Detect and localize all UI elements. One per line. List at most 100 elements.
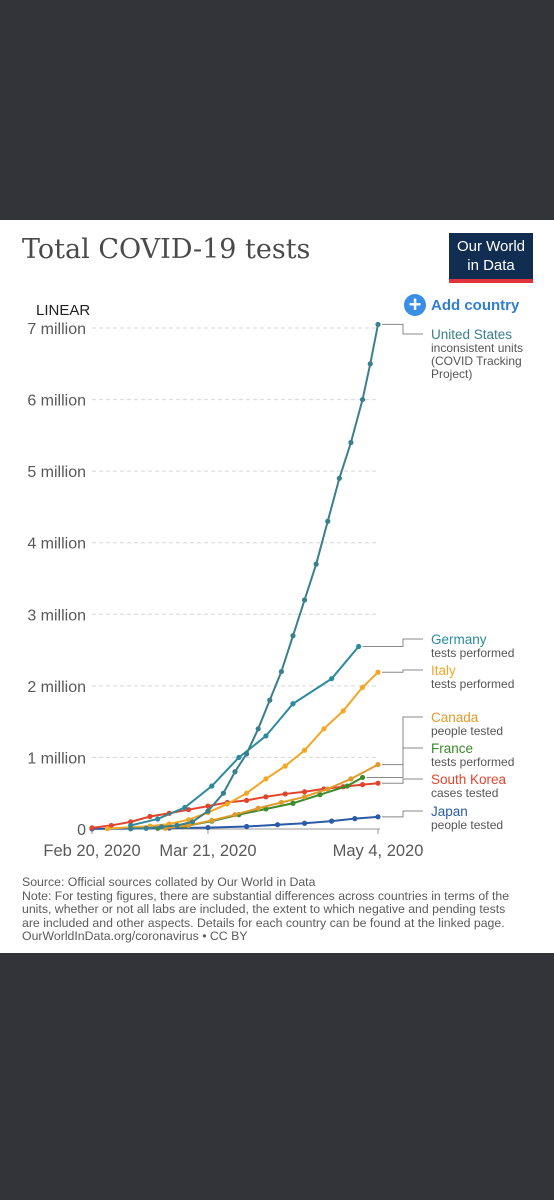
data-point [359, 684, 366, 690]
series-line-canada [165, 763, 379, 830]
data-point [278, 668, 284, 675]
data-point [301, 789, 308, 795]
data-point [243, 751, 250, 757]
data-point [236, 754, 242, 761]
logo-line-1: Our World [456, 238, 526, 255]
data-point [263, 733, 269, 739]
legend-sublabel: people tested [431, 724, 503, 738]
data-point [147, 813, 153, 820]
legend-sublabel: tests performed [431, 646, 514, 660]
data-point [143, 825, 149, 831]
data-point [232, 769, 238, 775]
data-point [352, 816, 358, 822]
data-point [108, 822, 114, 829]
data-point [359, 782, 366, 788]
legend-leader-line [382, 810, 423, 818]
data-point [344, 783, 350, 789]
x-tick-label: Mar 21, 2020 [159, 842, 256, 860]
data-point [224, 801, 230, 807]
data-point [104, 826, 111, 832]
legend-leader-line [382, 716, 423, 766]
data-point [301, 820, 308, 826]
data-point [367, 361, 373, 367]
data-point [255, 726, 261, 732]
legend-leader-line [382, 669, 423, 673]
add-country-label: Add country [431, 296, 520, 314]
data-point [359, 774, 366, 781]
legend-sublabel: Project) [431, 367, 472, 381]
data-point [336, 475, 342, 481]
line-chart: LINEAR 0 1 million 2 million 3 million 4 mill… [27, 302, 523, 860]
legend-sublabel: people tested [431, 818, 503, 832]
source-text: Source: Official sources collated by Our… [22, 875, 316, 889]
data-point [340, 708, 346, 714]
logo-bar [449, 279, 533, 283]
data-point [205, 808, 211, 814]
data-point [282, 791, 288, 797]
data-point [267, 697, 273, 703]
data-point [359, 396, 366, 403]
x-tick-label: May 4, 2020 [333, 842, 424, 860]
owid-logo[interactable]: Our World in Data [449, 233, 533, 283]
legend-label: Italy [431, 663, 456, 678]
data-point [255, 805, 261, 811]
data-point [356, 643, 362, 650]
legend-sublabel: inconsistent units [431, 341, 523, 355]
legend-sublabel: tests performed [431, 677, 514, 691]
data-point [348, 776, 354, 782]
y-tick-label: 3 million [27, 607, 86, 624]
data-point [182, 804, 188, 811]
data-point [301, 597, 308, 603]
add-country-button[interactable]: + Add country [404, 294, 519, 316]
data-point [128, 826, 134, 832]
legend-label: France [431, 741, 473, 756]
data-point [301, 794, 308, 800]
data-point [329, 676, 335, 682]
data-point [263, 794, 269, 800]
data-point [375, 669, 381, 675]
legend-sublabel: cases tested [431, 786, 498, 800]
legend-leader-line [366, 747, 423, 778]
credit-link[interactable]: OurWorldInData.org/coronavirus • CC BY [22, 929, 248, 943]
data-point [243, 823, 250, 830]
series-line-south-korea [91, 782, 379, 829]
data-point [313, 561, 319, 567]
data-point [128, 819, 134, 825]
legend-sublabel: (COVID Tracking [431, 354, 522, 368]
y-tick-label: 7 million [27, 321, 86, 338]
data-point [282, 763, 288, 769]
note-text: Note: For testing figures, there are sub… [22, 888, 510, 930]
data-point [325, 518, 331, 524]
data-point [290, 701, 296, 707]
data-point [274, 822, 281, 828]
data-point [209, 783, 215, 789]
legend-sublabel: tests performed [431, 755, 514, 769]
data-point [205, 824, 211, 831]
y-tick-label: 0 [77, 822, 86, 839]
data-point [321, 726, 327, 732]
plus-icon: + [404, 294, 426, 316]
y-tick-label: 1 million [27, 750, 86, 767]
data-point [189, 819, 196, 825]
data-point [89, 825, 95, 831]
scale-label: LINEAR [36, 302, 90, 319]
legend-leader-line [362, 638, 423, 647]
data-point [290, 633, 296, 639]
data-point [186, 817, 192, 823]
data-point [174, 822, 180, 829]
logo-line-2: in Data [467, 257, 515, 274]
data-point [263, 776, 269, 782]
data-point [301, 747, 308, 753]
data-point [278, 799, 284, 806]
legend-label: South Korea [431, 772, 507, 787]
data-point [158, 824, 165, 830]
series-line-germany [130, 645, 360, 827]
y-tick-label: 6 million [27, 393, 86, 410]
data-point [155, 816, 161, 822]
data-point [186, 822, 192, 829]
series-line-italy [107, 671, 379, 830]
data-point [205, 803, 211, 809]
legend-leader-line [382, 778, 423, 784]
legend-label: Canada [431, 710, 479, 725]
chart-footer: Source: Official sources collated by Our… [22, 875, 522, 944]
